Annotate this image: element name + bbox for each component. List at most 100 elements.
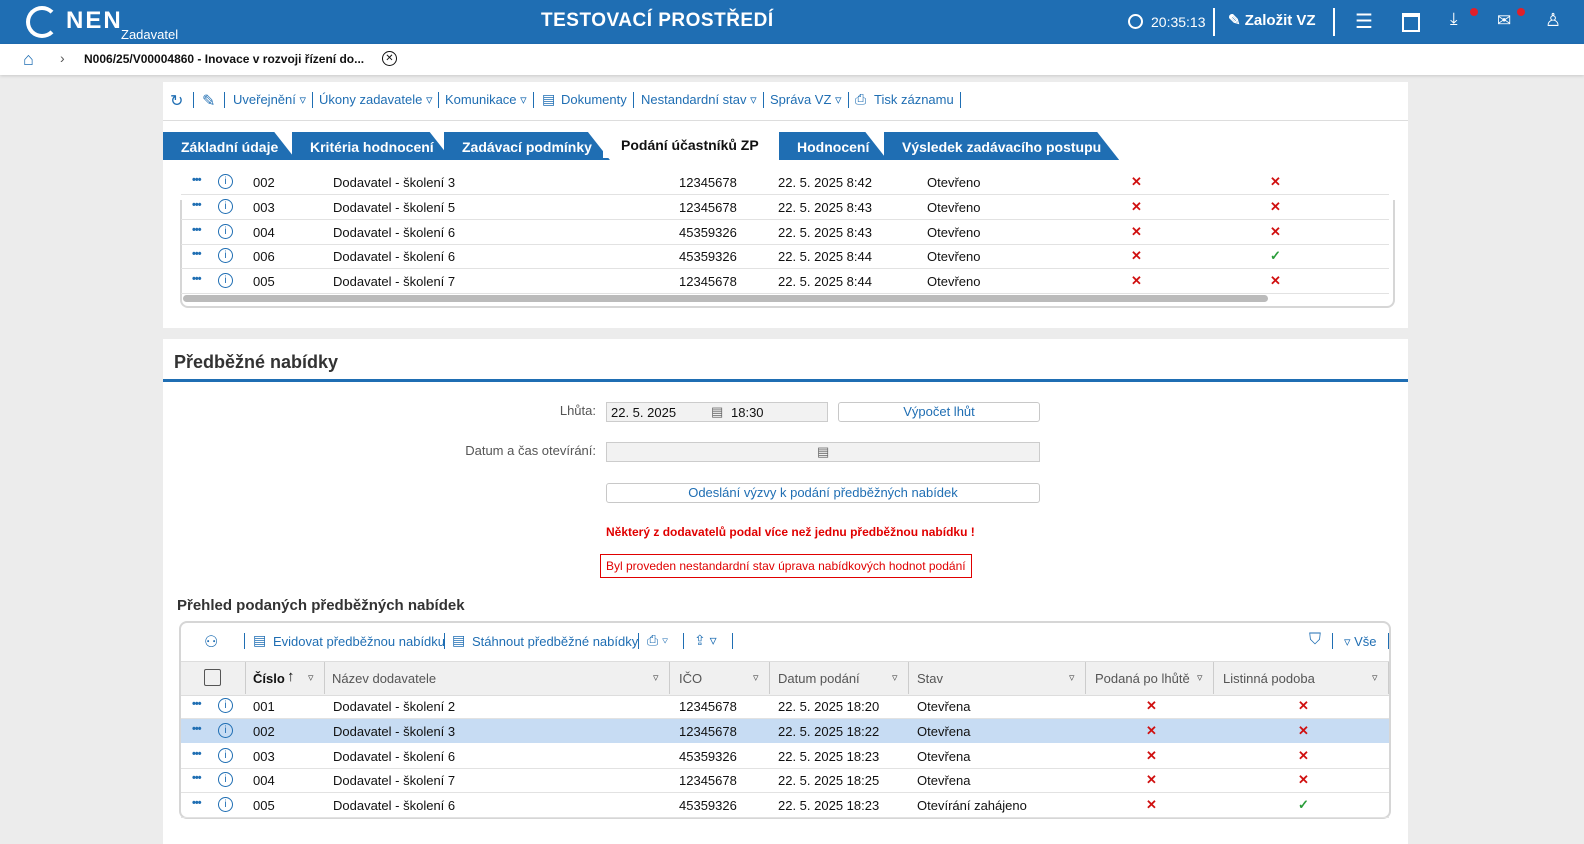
download-button[interactable]: ⤓ [1450, 9, 1458, 28]
scrollbar [183, 295, 1268, 302]
column-header[interactable]: Datum podání [778, 671, 860, 686]
edit-button[interactable]: ✎ [202, 93, 216, 110]
column-filter[interactable]: ▿ [308, 672, 314, 684]
status-mark: ✕ [1146, 723, 1157, 738]
row-menu[interactable]: ••• [192, 797, 202, 809]
row-info[interactable]: i [218, 224, 233, 239]
column-filter[interactable]: ▿ [1372, 672, 1378, 684]
row-menu[interactable]: ••• [192, 748, 202, 760]
tab[interactable]: Kritéria hodnocení [292, 132, 452, 160]
filter-all[interactable]: ▿ Vše [1344, 634, 1377, 649]
refresh-button[interactable]: ↻ [170, 93, 184, 110]
toolbar-item[interactable]: Dokumenty [561, 92, 627, 107]
calendar-icon: ▤ [817, 444, 830, 459]
column-header[interactable]: IČO [679, 671, 703, 686]
toolbar-item[interactable]: Nestandardní stav ▿ [641, 92, 757, 107]
send-button[interactable]: Odeslání výzvy k podání předběžných nabí… [606, 483, 1040, 503]
separator [683, 633, 684, 649]
grid-action[interactable]: Stáhnout předběžné nabídky [472, 634, 639, 649]
tab[interactable]: Základní údaje [163, 132, 296, 160]
column-filter[interactable]: ▿ [653, 672, 659, 684]
row-info[interactable]: i [218, 797, 233, 812]
cell: 45359326 [679, 249, 737, 264]
tab[interactable]: Výsledek zadávacího postupu [884, 132, 1119, 160]
row-info[interactable]: i [218, 273, 233, 288]
mail-button[interactable]: ✉ [1497, 11, 1512, 30]
close-button[interactable]: ✕ [382, 51, 397, 66]
status-mark: ✓ [1298, 797, 1309, 812]
grid-action[interactable]: Evidovat předběžnou nabídku [273, 634, 446, 649]
create-button[interactable]: ✎ Založit VZ [1228, 12, 1316, 29]
status-mark: ✕ [1131, 248, 1142, 263]
toolbar-icon: ⎙ [855, 91, 867, 107]
row-info[interactable]: i [218, 748, 233, 763]
cell: 22. 5. 2025 8:44 [778, 249, 872, 264]
row-info[interactable]: i [218, 723, 233, 738]
divider [1213, 8, 1215, 36]
row-menu[interactable]: ••• [192, 174, 202, 186]
cell: 22. 5. 2025 8:43 [778, 200, 872, 215]
grid-settings[interactable]: ⚇ [204, 634, 219, 651]
toolbar-item[interactable]: Uveřejnění ▿ [233, 92, 307, 107]
divider [163, 120, 1408, 121]
column-filter[interactable]: ▿ [892, 672, 898, 684]
row-menu[interactable]: ••• [192, 698, 202, 710]
row-highlight [181, 719, 1389, 743]
tab[interactable]: Zadávací podmínky [444, 132, 610, 160]
top-panel [163, 82, 1408, 328]
home-button[interactable]: ⌂ [23, 49, 34, 69]
column-filter[interactable]: ▿ [753, 672, 759, 684]
toolbar-item[interactable]: Správa VZ ▿ [770, 92, 842, 107]
column-filter[interactable]: ▿ [1197, 672, 1203, 684]
logo-sub: Zadavatel [121, 27, 179, 42]
status-mark: ✕ [1131, 199, 1142, 214]
table-frame [180, 200, 1395, 308]
row-menu[interactable]: ••• [192, 772, 202, 784]
column-header[interactable]: Stav [917, 671, 944, 686]
column-filter[interactable]: ▿ [1069, 672, 1075, 684]
chevron: › [60, 50, 65, 66]
row-info[interactable]: i [218, 248, 233, 263]
calc-button[interactable]: Výpočet lhůt [838, 402, 1040, 422]
export-button[interactable]: ⇪ ▿ [694, 632, 717, 648]
menu-button[interactable]: ☰ [1355, 11, 1373, 33]
toolbar-item[interactable]: Tisk záznamu [874, 92, 954, 107]
status-mark: ✕ [1131, 224, 1142, 239]
column-header[interactable]: Listinná podoba [1223, 671, 1315, 686]
row-menu[interactable]: ••• [192, 224, 202, 236]
row-info[interactable]: i [218, 199, 233, 214]
row-rule [181, 718, 1389, 719]
column-header[interactable]: Podaná po lhůtě [1095, 671, 1190, 686]
column-settings[interactable] [204, 669, 221, 686]
row-menu[interactable]: ••• [192, 273, 202, 285]
toolbar-item[interactable]: Úkony zadavatele ▿ [319, 92, 433, 107]
opening-input[interactable]: ▤ [606, 442, 1040, 462]
filter-button[interactable]: ⛉ [1309, 631, 1322, 648]
row-rule [181, 244, 1389, 245]
calendar-button[interactable] [1402, 13, 1420, 32]
column-header[interactable]: Název dodavatele [332, 671, 437, 686]
cell: 12345678 [679, 175, 737, 190]
cell: 12345678 [679, 200, 737, 215]
column-header[interactable]: Číslo [253, 671, 285, 686]
print-button[interactable]: ⎙ ▿ [647, 632, 668, 648]
row-info[interactable]: i [218, 174, 233, 189]
cell: 12345678 [679, 724, 737, 739]
row-info[interactable]: i [218, 772, 233, 787]
toolbar-icon: ▤ [452, 632, 466, 648]
status-mark: ✕ [1270, 224, 1281, 239]
user-button[interactable]: ♙ [1545, 10, 1562, 30]
separator [959, 92, 961, 108]
header: NEN Zadavatel TESTOVACÍ PROSTŘEDÍ 20:35:… [0, 0, 1584, 44]
toolbar-item[interactable]: Komunikace ▿ [445, 92, 527, 107]
status-mark: ✕ [1298, 748, 1309, 763]
row-menu[interactable]: ••• [192, 248, 202, 260]
row-menu[interactable]: ••• [192, 723, 202, 735]
deadline-input[interactable]: 22. 5. 2025 ▤ 18:30 [606, 402, 828, 422]
tab[interactable]: Podání účastníků ZP [603, 130, 777, 158]
row-info[interactable]: i [218, 698, 233, 713]
separator [224, 92, 225, 108]
row-menu[interactable]: ••• [192, 199, 202, 211]
cell: Otevřeno [927, 249, 981, 264]
cell: Dodavatel - školení 5 [333, 200, 456, 215]
